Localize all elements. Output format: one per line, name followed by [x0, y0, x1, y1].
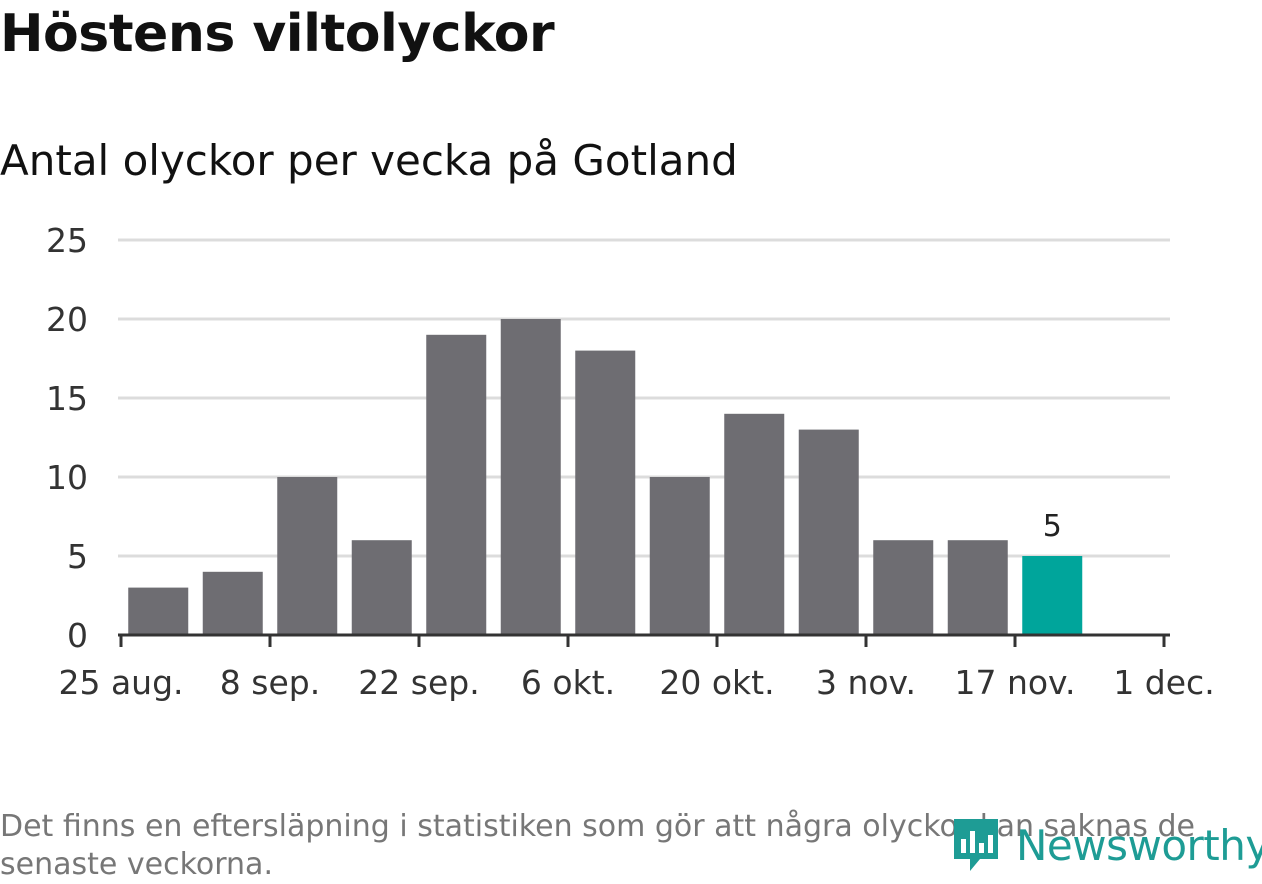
x-tick-label: 22 sep.	[358, 663, 479, 702]
newsworthy-logo-icon	[954, 819, 998, 871]
highlight-value-label: 5	[1043, 509, 1062, 544]
y-tick-label: 15	[46, 379, 88, 418]
x-tick-label: 20 okt.	[659, 663, 774, 702]
x-axis	[118, 633, 1170, 647]
bar-27okt	[724, 413, 785, 635]
x-tick-label: 25 aug.	[58, 663, 183, 702]
bar-3nov	[798, 429, 859, 635]
x-tick-label: 6 okt.	[521, 663, 615, 702]
bar-22sep	[351, 540, 412, 635]
newsworthy-logo-text: Newsworthy	[1016, 820, 1262, 870]
y-tick-label: 10	[46, 458, 88, 497]
bar-15sep	[277, 477, 338, 635]
y-tick-label: 5	[67, 537, 88, 576]
x-tick-label: 1 dec.	[1113, 663, 1214, 702]
chart-title: Höstens viltolyckor	[0, 4, 555, 64]
bar-6okt	[500, 319, 561, 635]
bar-29sep	[426, 334, 487, 635]
x-tick-label: 3 nov.	[816, 663, 916, 702]
bar-1sep	[128, 587, 189, 635]
bar-24nov	[1022, 556, 1083, 635]
chart-subtitle: Antal olyckor per vecka på Gotland	[0, 136, 738, 185]
axis-labels: 0 5 10 15 20 25 5 25 aug. 8 sep. 22 sep. 6 okt. 20 …	[46, 221, 1215, 702]
y-tick-label: 20	[46, 300, 88, 339]
x-tick-label: 8 sep.	[220, 663, 320, 702]
y-tick-label: 25	[46, 221, 88, 260]
y-tick-label: 0	[67, 616, 88, 655]
grid-lines	[118, 238, 1170, 558]
bar-10nov	[873, 540, 934, 635]
bar-20okt	[649, 477, 710, 635]
bar-13okt	[575, 350, 636, 635]
bar-8sep	[202, 571, 263, 635]
bars	[128, 319, 1083, 635]
x-tick-label: 17 nov.	[954, 663, 1075, 702]
bar-17nov	[947, 540, 1008, 635]
newsworthy-logo: Newsworthy	[950, 815, 1262, 875]
